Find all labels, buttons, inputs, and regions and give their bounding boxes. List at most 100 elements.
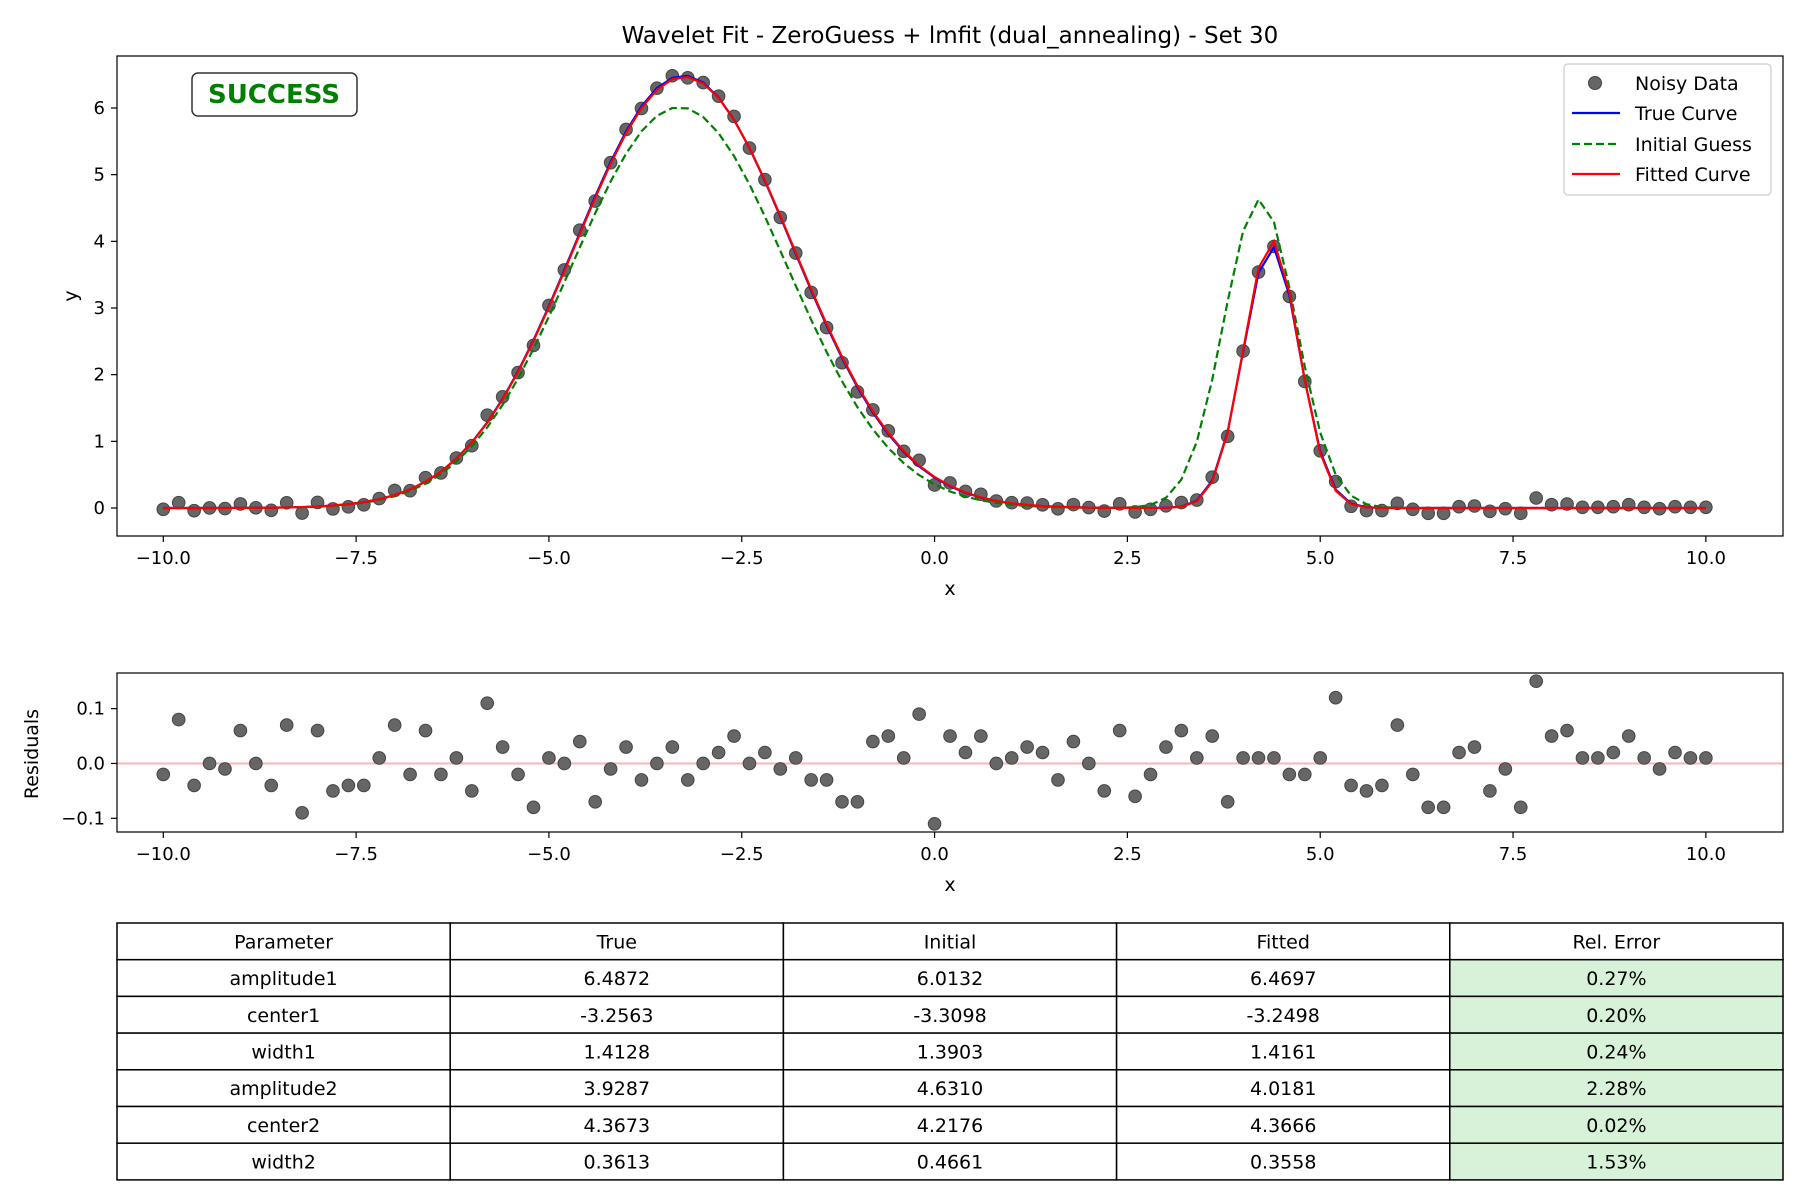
residual-point xyxy=(1467,740,1482,754)
residual-point xyxy=(819,773,834,787)
residual-point xyxy=(326,784,340,798)
y-tick-label: −0.1 xyxy=(61,808,105,829)
x-tick-label: 10.0 xyxy=(1686,844,1726,865)
residual-point xyxy=(680,773,695,787)
residual-point xyxy=(434,767,448,782)
status-label: SUCCESS xyxy=(208,80,340,110)
table-cell-value: 3.9287 xyxy=(584,1078,650,1100)
main-plot-frame xyxy=(116,55,1784,537)
main-chart: Wavelet Fit - ZeroGuess + lmfit (dual_an… xyxy=(60,23,1784,600)
data-point xyxy=(1143,502,1158,517)
data-point xyxy=(1452,499,1466,514)
x-tick-label: −5.0 xyxy=(527,548,571,569)
residual-point xyxy=(958,745,973,760)
table-cell-value: amplitude2 xyxy=(230,1078,338,1100)
table-header-cell xyxy=(782,922,1118,961)
main-x-axis: −10.0 −7.5 −5.0 −2.5 0.0 2.5 5.0 7.5 10.0 xyxy=(136,536,1726,569)
residual-point xyxy=(295,806,309,820)
residual-point xyxy=(1513,800,1528,815)
x-tick-label: 0.0 xyxy=(920,844,949,865)
table-cell-value: 0.3558 xyxy=(1250,1152,1316,1174)
residual-point xyxy=(1699,751,1713,765)
residual-point xyxy=(403,767,417,782)
table-cell xyxy=(116,1142,451,1181)
data-point xyxy=(1606,499,1621,514)
residual-point xyxy=(927,816,942,831)
legend: Noisy Data True Curve Initial Guess Fitt… xyxy=(1563,63,1772,196)
main-plot-area xyxy=(156,68,1713,521)
residual-point xyxy=(187,778,201,793)
residual-point xyxy=(1529,674,1543,689)
residual-point xyxy=(357,778,371,793)
table-cell-value: 0.4661 xyxy=(917,1152,983,1174)
data-point xyxy=(1344,499,1358,514)
table-cell-value: 4.6310 xyxy=(917,1078,983,1100)
main-y-axis-label: y xyxy=(60,290,82,301)
table-cell-value: 4.2176 xyxy=(917,1115,983,1137)
data-point xyxy=(341,500,356,514)
residual-point xyxy=(465,784,479,798)
table-cell-value: 0.02% xyxy=(1586,1115,1646,1137)
residual-point xyxy=(1483,784,1497,798)
legend-label-noisy-data: Noisy Data xyxy=(1635,73,1739,95)
x-tick-label: −7.5 xyxy=(334,844,378,865)
x-tick-label: −5.0 xyxy=(527,844,571,865)
residual-point xyxy=(387,718,402,732)
residual-point xyxy=(804,773,818,787)
y-tick-label: 3 xyxy=(94,298,105,319)
residual-point xyxy=(1236,751,1250,765)
residuals-x-axis: −10.0 −7.5 −5.0 −2.5 0.0 2.5 5.0 7.5 10.0 xyxy=(136,832,1726,865)
residual-point xyxy=(1359,784,1374,798)
table-cell xyxy=(1449,1105,1784,1144)
residual-point xyxy=(1097,784,1112,798)
y-tick-label: 6 xyxy=(94,98,105,119)
residual-point xyxy=(634,773,649,787)
residual-point xyxy=(650,756,664,771)
data-point xyxy=(1405,502,1420,517)
chart-title: Wavelet Fit - ZeroGuess + lmfit (dual_an… xyxy=(622,23,1279,49)
table-cell xyxy=(1115,995,1451,1034)
y-tick-label: 4 xyxy=(94,231,105,252)
data-point xyxy=(1668,499,1682,514)
table-header-label: Fitted xyxy=(1256,931,1309,953)
series-fitted-curve xyxy=(163,75,1706,510)
residual-point xyxy=(341,778,356,793)
residual-point xyxy=(1190,751,1204,765)
x-tick-label: −10.0 xyxy=(136,844,191,865)
residual-point xyxy=(1035,745,1050,760)
residual-point xyxy=(1298,767,1312,782)
residuals-plot-area xyxy=(117,674,1783,831)
residual-point xyxy=(1174,723,1189,738)
table-cell-value: 6.4872 xyxy=(584,968,650,990)
x-tick-label: 5.0 xyxy=(1306,844,1335,865)
table-cell xyxy=(1449,995,1784,1034)
residual-point xyxy=(480,696,495,710)
residual-point xyxy=(511,767,525,782)
data-point xyxy=(264,503,279,518)
residual-point xyxy=(1112,723,1127,738)
table-header-label: Initial xyxy=(924,931,977,953)
residual-point xyxy=(696,756,710,771)
table-cell-value: -3.3098 xyxy=(913,1005,986,1027)
table-cell xyxy=(449,1032,785,1071)
residual-point xyxy=(156,767,171,782)
y-tick-label: 0.1 xyxy=(76,699,105,720)
residual-point xyxy=(1652,762,1667,776)
table-cell xyxy=(1115,1032,1451,1071)
y-tick-label: 0 xyxy=(94,498,105,519)
residual-point xyxy=(1220,795,1235,809)
table-cell-value: 1.4161 xyxy=(1250,1041,1316,1063)
residual-point xyxy=(758,745,772,760)
residual-point xyxy=(788,751,803,765)
residual-point xyxy=(310,723,325,738)
residual-point xyxy=(896,751,911,765)
residual-point xyxy=(1544,729,1559,743)
legend-label-fitted-curve: Fitted Curve xyxy=(1635,164,1751,186)
parameter-table: Parameter True Initial Fitted Rel. Error ampl… xyxy=(116,922,1784,1181)
residual-point xyxy=(1436,800,1451,815)
legend-label-initial-guess: Initial Guess xyxy=(1635,134,1752,156)
x-tick-label: 10.0 xyxy=(1686,548,1726,569)
main-y-axis: 0 1 2 3 4 5 6 xyxy=(94,98,117,519)
table-cell xyxy=(1115,1105,1451,1144)
